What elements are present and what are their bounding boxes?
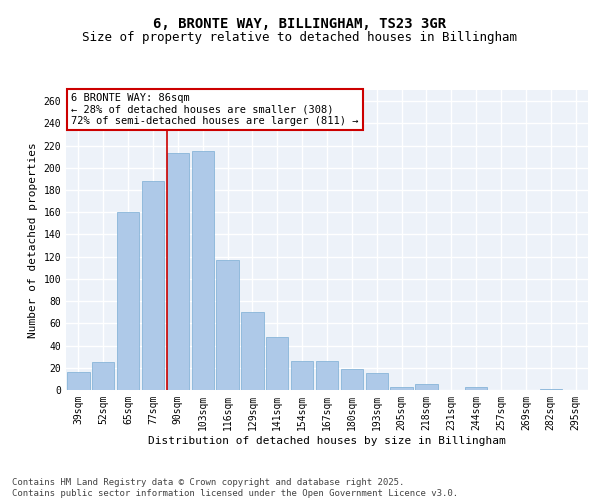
Bar: [465, 386, 487, 390]
Text: 6 BRONTE WAY: 86sqm
← 28% of detached houses are smaller (308)
72% of semi-detac: 6 BRONTE WAY: 86sqm ← 28% of detached ho…: [71, 93, 359, 126]
Bar: [291, 361, 313, 390]
Bar: [67, 372, 89, 390]
Bar: [142, 181, 164, 390]
Bar: [92, 362, 115, 390]
X-axis label: Distribution of detached houses by size in Billingham: Distribution of detached houses by size …: [148, 436, 506, 446]
Bar: [341, 369, 363, 390]
Bar: [191, 151, 214, 390]
Bar: [539, 389, 562, 390]
Bar: [117, 212, 139, 390]
Bar: [316, 361, 338, 390]
Bar: [391, 386, 413, 390]
Bar: [365, 374, 388, 390]
Text: Contains HM Land Registry data © Crown copyright and database right 2025.
Contai: Contains HM Land Registry data © Crown c…: [12, 478, 458, 498]
Bar: [241, 312, 263, 390]
Text: 6, BRONTE WAY, BILLINGHAM, TS23 3GR: 6, BRONTE WAY, BILLINGHAM, TS23 3GR: [154, 18, 446, 32]
Bar: [266, 336, 289, 390]
Bar: [217, 260, 239, 390]
Y-axis label: Number of detached properties: Number of detached properties: [28, 142, 38, 338]
Bar: [167, 154, 189, 390]
Text: Size of property relative to detached houses in Billingham: Size of property relative to detached ho…: [83, 31, 517, 44]
Bar: [415, 384, 437, 390]
